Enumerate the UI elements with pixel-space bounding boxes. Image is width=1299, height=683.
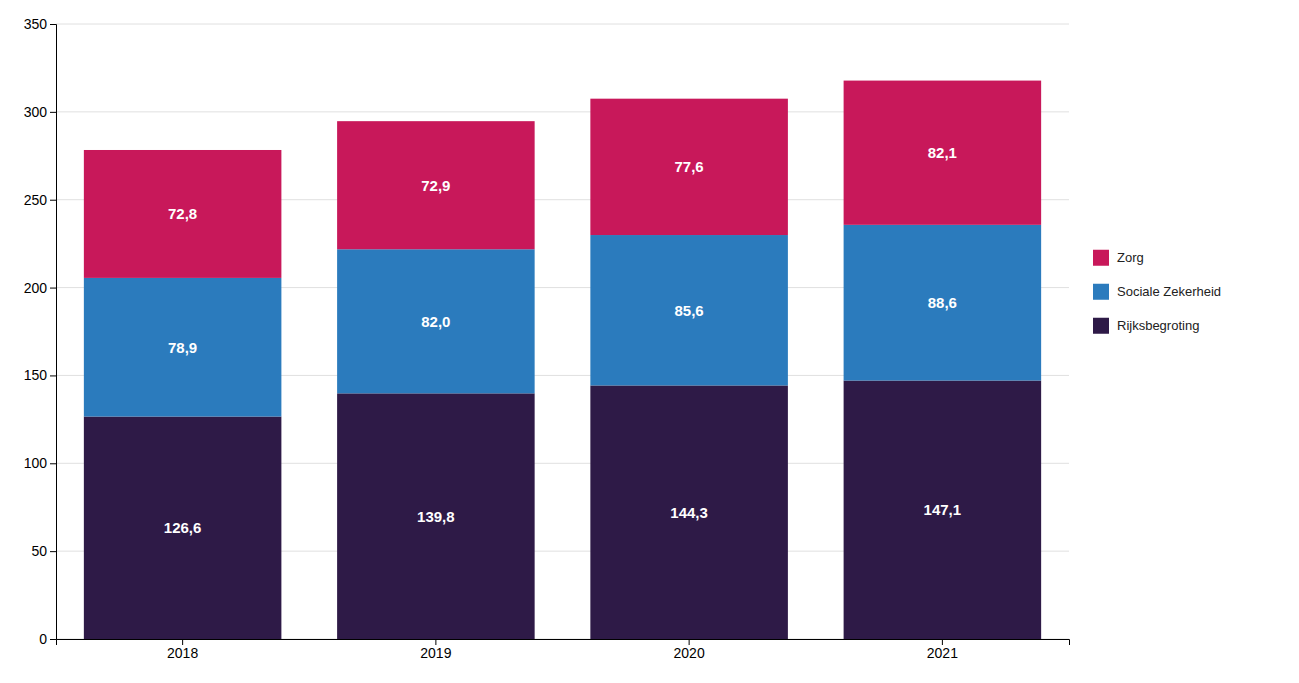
bar-segment bbox=[84, 150, 282, 278]
y-tick: 150 bbox=[24, 367, 56, 383]
bar-segment bbox=[590, 235, 788, 385]
x-tick-label: 2020 bbox=[674, 645, 705, 661]
y-tick: 100 bbox=[24, 455, 56, 471]
y-tick: 350 bbox=[24, 16, 56, 32]
bar-segment bbox=[337, 249, 535, 393]
x-tick: 2018 bbox=[167, 639, 198, 661]
legend-label: Sociale Zekerheid bbox=[1117, 284, 1221, 299]
data-label: 72,9 bbox=[421, 177, 450, 194]
legend-swatch bbox=[1093, 250, 1109, 266]
data-label: 72,8 bbox=[168, 205, 197, 222]
y-tick: 250 bbox=[24, 192, 56, 208]
x-tick: 2021 bbox=[927, 639, 958, 661]
bar-segment bbox=[84, 278, 282, 417]
data-label: 77,6 bbox=[675, 158, 704, 175]
grid bbox=[56, 24, 1069, 639]
y-tick-label: 150 bbox=[24, 367, 48, 383]
legend-swatch bbox=[1093, 284, 1109, 300]
data-label: 82,1 bbox=[928, 144, 957, 161]
x-tick: 2020 bbox=[674, 639, 705, 661]
legend-item: Zorg bbox=[1093, 250, 1144, 266]
y-tick-mark bbox=[50, 375, 56, 376]
legend-label: Zorg bbox=[1117, 250, 1144, 265]
legend-label: Rijksbegroting bbox=[1117, 318, 1199, 333]
bar-segment bbox=[844, 81, 1042, 225]
legend-swatch bbox=[1093, 318, 1109, 334]
y-tick-label: 100 bbox=[24, 455, 48, 471]
legend-item: Sociale Zekerheid bbox=[1093, 284, 1221, 300]
bar-segment bbox=[84, 417, 282, 639]
y-tick-mark bbox=[50, 639, 56, 640]
y-tick-label: 350 bbox=[24, 16, 48, 32]
data-label: 85,6 bbox=[675, 302, 704, 319]
y-tick-label: 300 bbox=[24, 104, 48, 120]
y-tick-mark bbox=[50, 200, 56, 201]
y-tick-label: 250 bbox=[24, 192, 48, 208]
bar-segment bbox=[337, 393, 535, 639]
x-axis-line bbox=[57, 640, 1070, 646]
x-tick-label: 2019 bbox=[420, 645, 451, 661]
bar-segment bbox=[590, 385, 788, 639]
y-tick-label: 200 bbox=[24, 280, 48, 296]
y-tick: 50 bbox=[31, 543, 56, 559]
y-tick: 0 bbox=[39, 631, 56, 647]
data-label: 139,8 bbox=[417, 508, 455, 525]
bar-segment bbox=[844, 381, 1042, 639]
y-axis: 0 50 100 150 200 250 300 350 bbox=[24, 16, 57, 647]
data-label: 126,6 bbox=[164, 519, 202, 536]
y-tick: 200 bbox=[24, 280, 56, 296]
bar-segment bbox=[590, 99, 788, 235]
plot: 126,6 139,8 144,3 147,1 78,9 82,0 85,6 88,6 72,8… bbox=[24, 16, 1070, 661]
y-tick-mark bbox=[50, 288, 56, 289]
grid-line bbox=[56, 24, 1069, 25]
data-label: 82,0 bbox=[421, 313, 450, 330]
chart: 126,6 139,8 144,3 147,1 78,9 82,0 85,6 88,6 72,8… bbox=[0, 0, 1299, 683]
y-tick-mark bbox=[50, 112, 56, 113]
y-tick: 300 bbox=[24, 104, 56, 120]
data-labels: 126,6 139,8 144,3 147,1 78,9 82,0 85,6 88,6 72,8… bbox=[164, 144, 961, 536]
y-tick-mark bbox=[50, 463, 56, 464]
data-label: 88,6 bbox=[928, 294, 957, 311]
bar-segment bbox=[844, 225, 1042, 381]
legend: Zorg Sociale Zekerheid Rijksbegroting bbox=[1093, 250, 1221, 334]
x-tick-label: 2021 bbox=[927, 645, 958, 661]
y-axis-line bbox=[50, 25, 57, 640]
data-label: 144,3 bbox=[670, 504, 708, 521]
data-label: 78,9 bbox=[168, 339, 197, 356]
data-label: 147,1 bbox=[924, 501, 962, 518]
y-tick-mark bbox=[50, 24, 56, 25]
bars bbox=[84, 81, 1041, 639]
y-tick-label: 0 bbox=[39, 631, 47, 647]
y-tick-label: 50 bbox=[31, 543, 47, 559]
x-tick: 2019 bbox=[420, 639, 451, 661]
bar-segment bbox=[337, 121, 535, 249]
y-tick-mark bbox=[50, 551, 56, 552]
legend-item: Rijksbegroting bbox=[1093, 318, 1199, 334]
x-axis: 2018 2019 2020 2021 bbox=[57, 639, 1070, 661]
x-tick-label: 2018 bbox=[167, 645, 198, 661]
